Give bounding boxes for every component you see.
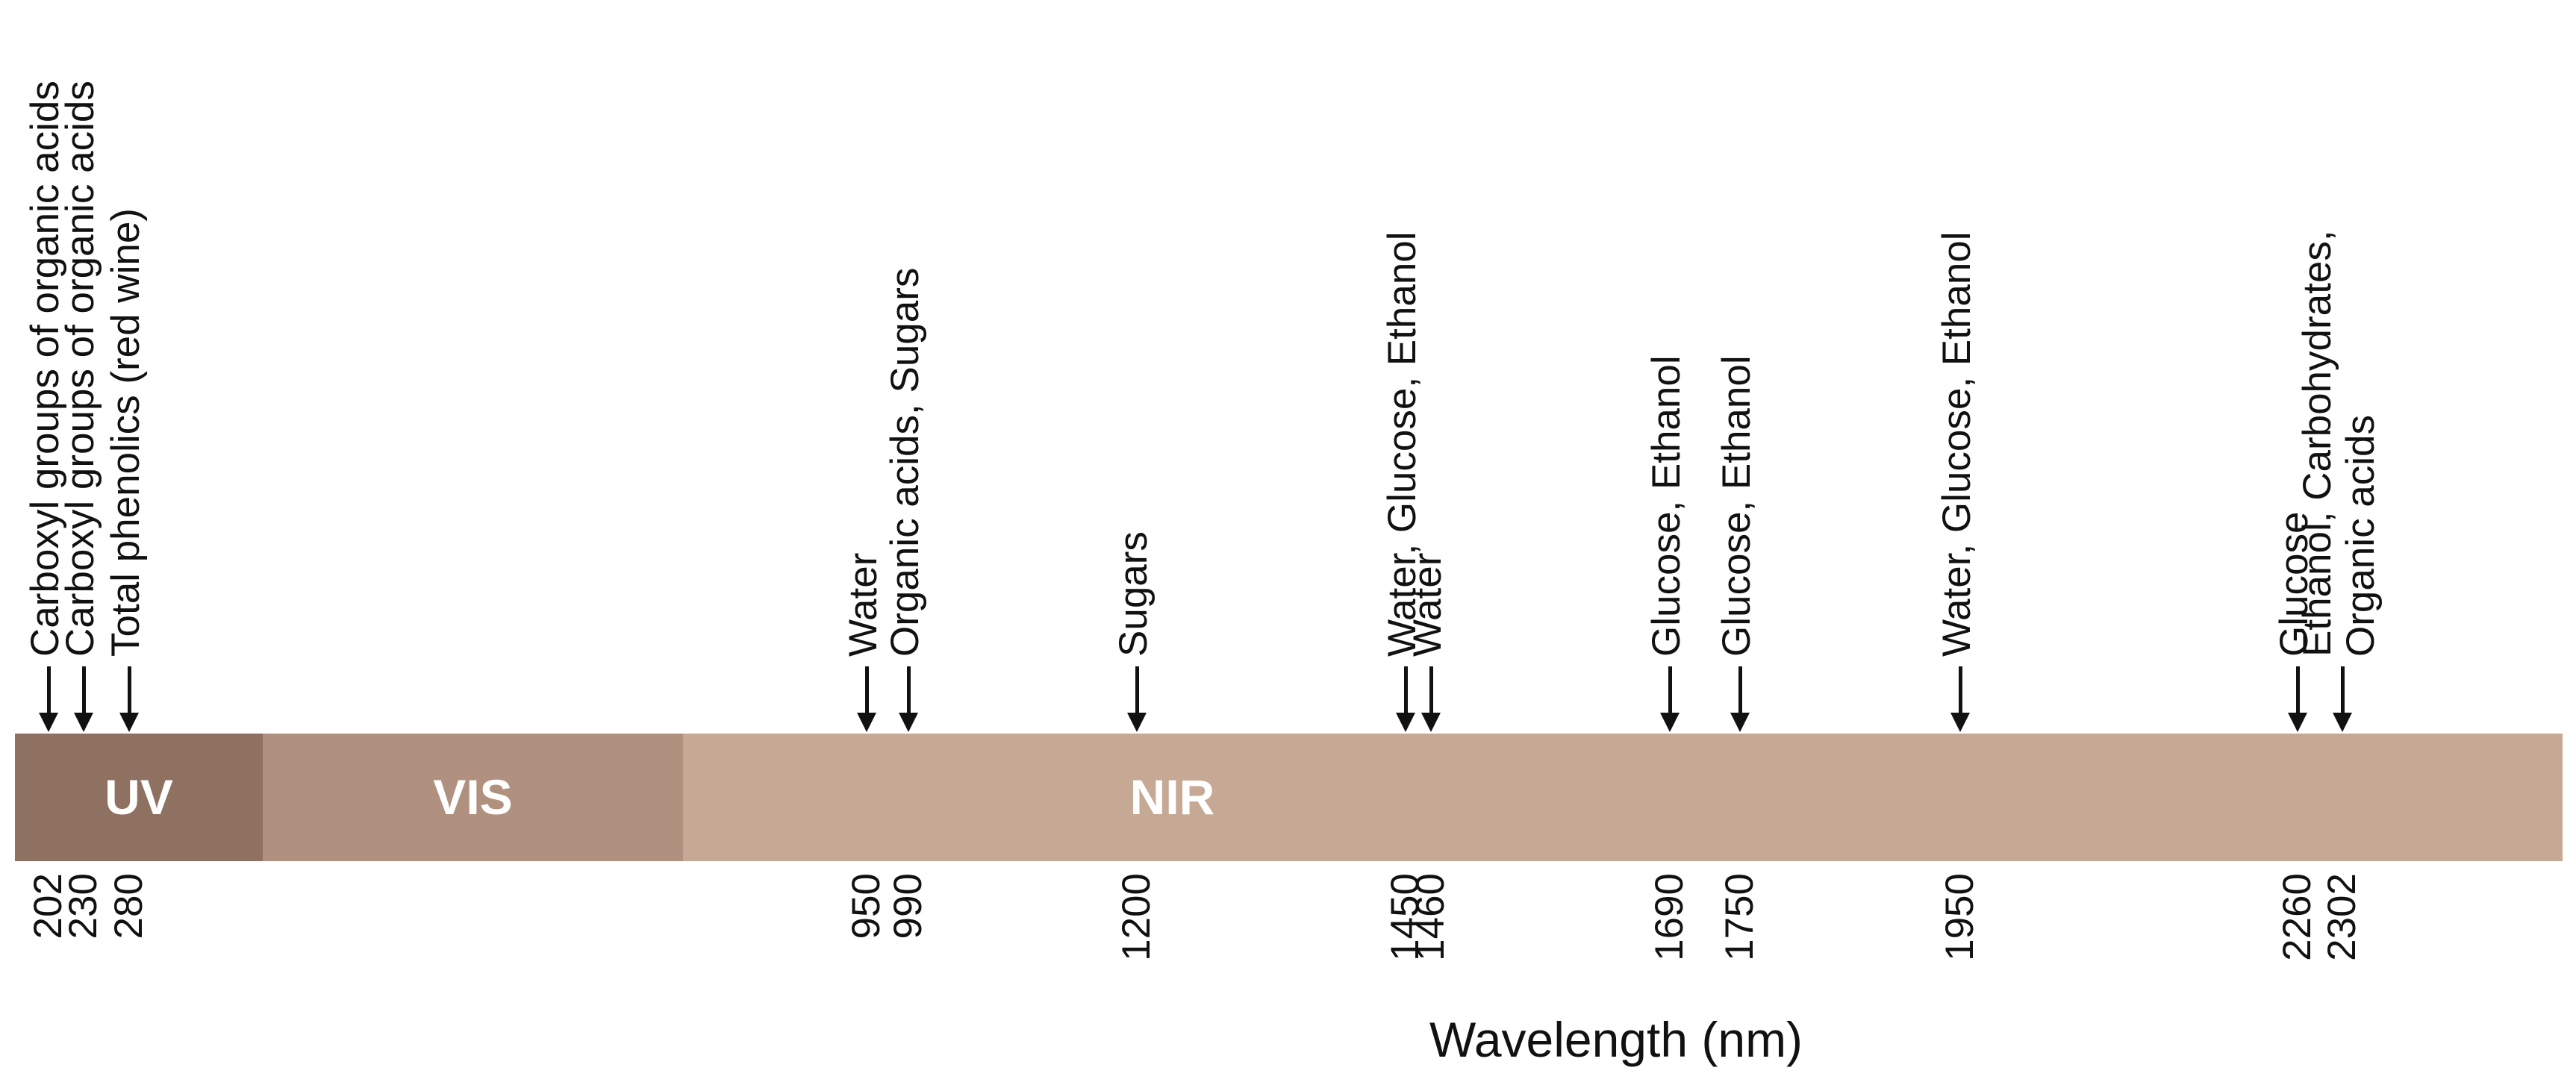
tick-label: 2302 (2320, 873, 2364, 961)
vis-region-band: VIS (263, 734, 683, 861)
tick-label: 2260 (2275, 873, 2319, 961)
compound-label: Ethanol, Carbohydrates, Organic acids (2295, 230, 2383, 657)
tick-label: 1200 (1114, 873, 1158, 961)
axis-title: Wavelength (nm) (1429, 1012, 1803, 1067)
vis-region-label: VIS (433, 769, 513, 825)
compound-label: Water, Glucose, Ethanol (1935, 231, 1979, 657)
tick-label: 950 (844, 873, 888, 940)
tick-label: 1690 (1647, 873, 1691, 961)
compound-label: Glucose, Ethanol (1644, 355, 1688, 657)
nir-region-label: NIR (1129, 769, 1215, 825)
compound-label: Glucose, Ethanol (1715, 355, 1759, 657)
uv-region-band: UV (15, 734, 263, 861)
compound-label: Total phenolics (red wine) (104, 208, 148, 657)
tick-label: 990 (886, 873, 930, 940)
tick-label: 1750 (1718, 873, 1762, 961)
tick-label: 280 (107, 873, 151, 940)
tick-label: 1950 (1938, 873, 1982, 961)
nir-region-band: NIR (683, 734, 2563, 861)
compound-label: Sugars (1111, 531, 1156, 657)
compound-label: Water (841, 552, 885, 657)
tick-label: 230 (61, 873, 105, 940)
compound-label: Organic acids, Sugars (883, 267, 927, 657)
compound-label: Carboxyl groups of organic acids (58, 81, 102, 657)
tick-label: 1460 (1409, 873, 1453, 961)
compound-label: Water (1406, 552, 1450, 657)
uv-region-label: UV (105, 769, 173, 825)
